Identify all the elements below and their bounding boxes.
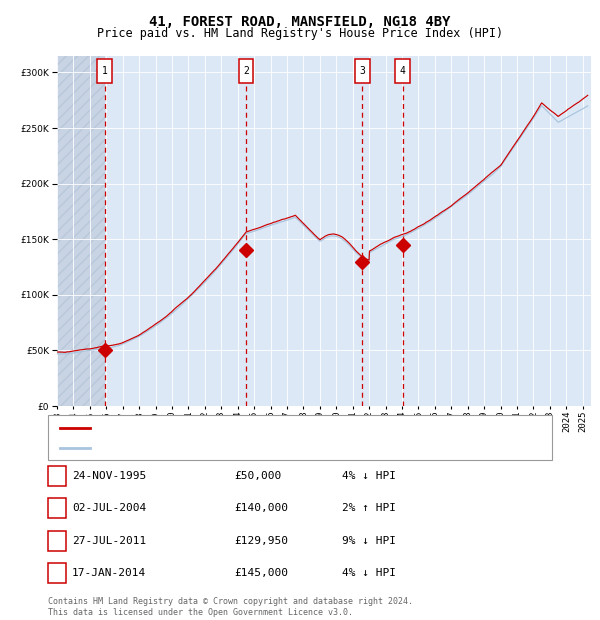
Text: 02-JUL-2004: 02-JUL-2004 [72,503,146,513]
Bar [246,56,362,406]
Text: 1: 1 [102,66,107,76]
Text: 3: 3 [359,66,365,76]
FancyBboxPatch shape [97,60,112,83]
Text: 17-JAN-2014: 17-JAN-2014 [72,568,146,578]
Text: £140,000: £140,000 [234,503,288,513]
Text: 3: 3 [53,536,61,546]
Text: Contains HM Land Registry data © Crown copyright and database right 2024.
This d: Contains HM Land Registry data © Crown c… [48,598,413,617]
Text: 2: 2 [53,503,61,513]
FancyBboxPatch shape [239,60,253,83]
Text: 4: 4 [53,568,61,578]
Text: 4: 4 [400,66,406,76]
Bar [57,56,104,406]
Text: £50,000: £50,000 [234,471,281,481]
Text: 1: 1 [53,471,61,481]
Text: HPI: Average price, detached house, Mansfield: HPI: Average price, detached house, Mans… [93,443,374,453]
Bar [362,56,403,406]
FancyBboxPatch shape [395,60,410,83]
Text: £129,950: £129,950 [234,536,288,546]
Text: 41, FOREST ROAD, MANSFIELD, NG18 4BY: 41, FOREST ROAD, MANSFIELD, NG18 4BY [149,16,451,30]
Bar [403,56,591,406]
Text: 41, FOREST ROAD, MANSFIELD, NG18 4BY (detached house): 41, FOREST ROAD, MANSFIELD, NG18 4BY (de… [93,423,424,433]
Text: 4% ↓ HPI: 4% ↓ HPI [342,471,396,481]
FancyBboxPatch shape [355,60,370,83]
Text: 9% ↓ HPI: 9% ↓ HPI [342,536,396,546]
Text: Price paid vs. HM Land Registry's House Price Index (HPI): Price paid vs. HM Land Registry's House … [97,27,503,40]
Text: 4% ↓ HPI: 4% ↓ HPI [342,568,396,578]
Text: £145,000: £145,000 [234,568,288,578]
Bar [104,56,246,406]
Text: 2: 2 [243,66,249,76]
Text: 24-NOV-1995: 24-NOV-1995 [72,471,146,481]
Text: 2% ↑ HPI: 2% ↑ HPI [342,503,396,513]
Text: 27-JUL-2011: 27-JUL-2011 [72,536,146,546]
